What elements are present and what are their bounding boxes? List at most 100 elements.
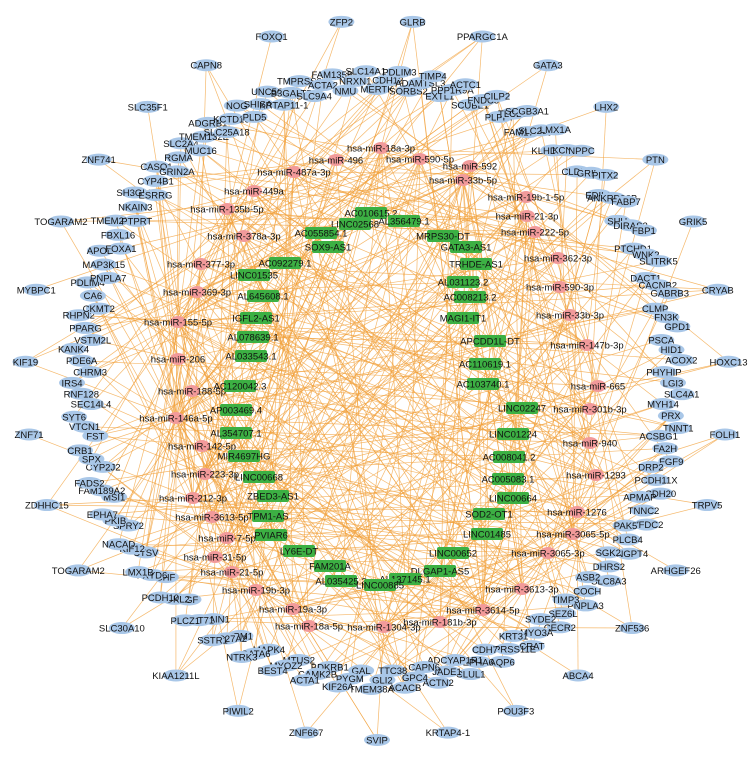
mirna-node-shape xyxy=(197,468,213,480)
mrna-node-label: ACTA1 xyxy=(290,676,320,687)
mrna-node: ADGRB1 xyxy=(188,116,227,129)
mrna-node-label: DIRAS2 xyxy=(613,221,647,232)
mrna-node-shape xyxy=(495,642,522,655)
mrna-node: KIF19 xyxy=(12,355,39,368)
mrna-node-label: SSTR1 xyxy=(197,636,228,647)
lncrna-node-shape xyxy=(283,545,315,557)
interaction-edge xyxy=(255,85,324,591)
mrna-node-shape xyxy=(72,321,99,334)
mirna-node: hsa-miR-222-5p xyxy=(501,226,569,239)
mirna-node-shape xyxy=(204,511,220,523)
interaction-edge xyxy=(89,408,591,484)
mirna-node-label: hsa-miR-592 xyxy=(443,162,497,173)
mrna-node: TMEM132E xyxy=(179,130,229,143)
interaction-edge xyxy=(60,221,177,419)
mirna-node-shape xyxy=(514,583,530,595)
mrna-node-label: FGF9 xyxy=(659,457,683,468)
lncrna-node-label: AL035425.3 xyxy=(315,577,366,588)
mirna-node-shape xyxy=(552,281,568,293)
lncrna-node-label: PVIAR6 xyxy=(254,531,288,542)
mrna-node: TTC38 xyxy=(378,664,407,677)
mirna-node-shape xyxy=(168,412,184,424)
lncrna-node-shape xyxy=(243,471,275,483)
mrna-node-shape xyxy=(546,621,573,634)
mirna-node: hsa-miR-19b-3p xyxy=(222,584,290,597)
mrna-node-shape xyxy=(595,546,622,559)
mrna-node-label: VTCN1 xyxy=(69,422,100,433)
mrna-node-label: NPPC xyxy=(568,146,595,157)
interaction-edge xyxy=(151,390,193,576)
mrna-node-label: LMX1B xyxy=(122,568,153,579)
mrna-node: COCH xyxy=(573,585,601,598)
interaction-edge xyxy=(226,208,641,498)
mrna-node-label: EPHA6 xyxy=(463,657,494,668)
mrna-node-label: CAMK2B xyxy=(298,669,337,680)
interaction-edge xyxy=(175,157,179,419)
interaction-edge xyxy=(332,74,536,233)
mrna-node-label: SLC25A34 xyxy=(518,126,564,137)
interaction-edge xyxy=(156,166,528,217)
mirna-node-label: hsa-miR-3613-3p xyxy=(485,585,558,596)
mrna-node: CDH7 xyxy=(472,643,499,656)
interaction-edge xyxy=(91,231,536,460)
mirna-node-label: hsa-miR-206 xyxy=(151,355,205,366)
mrna-node: GLI2 xyxy=(369,673,396,686)
interaction-edge xyxy=(79,450,310,627)
mrna-node-label: PRX xyxy=(661,411,681,422)
mirna-node: hsa-miR-301b-3p xyxy=(553,403,627,416)
mrna-node: ZNF667 xyxy=(289,726,323,739)
lncrna-node-label: LINC00668 xyxy=(235,473,283,484)
mrna-node-label: SLC14A1 xyxy=(345,67,386,78)
mrna-node-label: CDH12 xyxy=(372,76,403,87)
lncrna-node-shape xyxy=(471,528,503,540)
mrna-node: SCGB3A1 xyxy=(505,104,549,117)
mrna-node-label: KIF19 xyxy=(13,357,38,368)
mrna-node-label: FBXL16 xyxy=(101,230,135,241)
mrna-node-shape xyxy=(662,564,689,577)
mrna-node-label: GRIK5 xyxy=(679,217,708,228)
interaction-edge xyxy=(526,215,667,318)
mrna-node-label: ADCYAP1R1 xyxy=(427,656,483,667)
lncrna-node-shape xyxy=(473,508,505,520)
mirna-node-shape xyxy=(582,403,598,415)
mrna-node-shape xyxy=(619,622,646,635)
mrna-node-shape xyxy=(90,258,117,271)
mrna-node-shape xyxy=(642,153,669,166)
lncrna-node: AC110619.1 xyxy=(459,358,511,371)
mrna-node: NACAD xyxy=(102,538,135,551)
lncrna-node-shape xyxy=(389,573,421,585)
lncrna-node: MIR4697HG xyxy=(218,450,270,463)
interaction-edge xyxy=(134,206,194,499)
mrna-node-label: PCDH10 xyxy=(142,593,180,604)
mirna-node-shape xyxy=(193,258,209,270)
mrna-node-label: FNDC5 xyxy=(467,96,499,107)
interaction-edge xyxy=(84,426,591,444)
mrna-node-label: KCTD16 xyxy=(213,114,249,125)
mrna-node-shape xyxy=(125,566,152,579)
mrna-node-label: PDLIM3 xyxy=(382,67,416,78)
mrna-node: TOGARAM2 xyxy=(52,564,105,577)
mrna-node-shape xyxy=(391,681,418,694)
mrna-node: TMPRSS2 xyxy=(277,75,322,88)
mrna-node: MYO3A xyxy=(520,626,554,639)
mrna-node-shape xyxy=(213,126,240,139)
mrna-node-label: EGF xyxy=(179,595,199,606)
interaction-edge xyxy=(156,166,177,419)
mrna-node-label: SLC35F1 xyxy=(128,102,168,113)
mrna-node-label: RNF128 xyxy=(64,389,99,400)
interaction-edge xyxy=(175,289,718,419)
mrna-node-label: CLMP xyxy=(642,304,668,315)
mirna-node-shape xyxy=(301,620,317,632)
mrna-node: FAM135B xyxy=(311,68,353,81)
mrna-node: ACTN2 xyxy=(423,676,454,689)
mirna-node-label: hsa-miR-487a-3p xyxy=(257,168,330,179)
mrna-node-label: KRT31 xyxy=(499,631,528,642)
lncrna-node-label: AL033543.1 xyxy=(225,352,276,363)
interaction-edge xyxy=(196,291,241,387)
lncrna-node: AL033543.1 xyxy=(225,350,277,363)
mirna-node-label: hsa-miR-940 xyxy=(563,439,617,450)
mrna-node: ACTC1 xyxy=(450,78,481,91)
lncrna-node: LINC01485 xyxy=(463,528,511,541)
lncrna-node: LY6E-DT xyxy=(280,545,318,558)
interaction-edge xyxy=(383,626,633,629)
